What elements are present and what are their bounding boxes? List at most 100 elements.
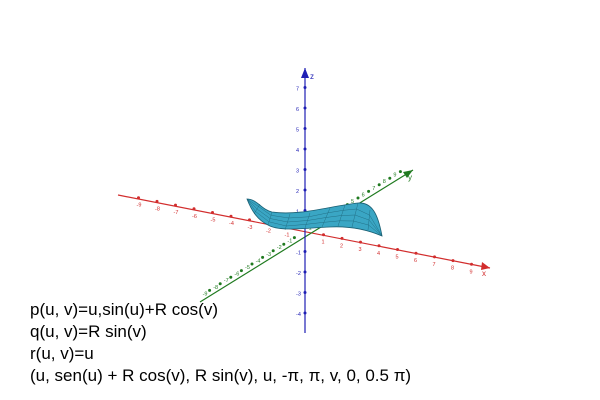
y-axis-tick-label: 8	[383, 179, 386, 185]
y-axis-tick	[388, 176, 392, 180]
z-axis-tick	[303, 311, 307, 315]
y-axis-tick-label: -1	[287, 239, 292, 245]
z-axis-tick-label: -1	[296, 251, 301, 257]
x-axis-tick-label: 3	[359, 247, 362, 253]
x-axis-tick	[340, 236, 344, 240]
z-axis-tick	[303, 147, 307, 151]
x-axis-tick-label: -2	[266, 229, 271, 235]
x-axis	[117, 194, 491, 269]
x-axis-label: x	[482, 269, 486, 278]
y-axis-tick-label: -3	[266, 252, 271, 258]
x-axis-tick	[322, 233, 325, 237]
x-axis-tick	[155, 199, 159, 203]
y-axis-tick	[250, 262, 254, 266]
y-axis-label: y	[408, 173, 412, 182]
z-axis-tick	[303, 86, 307, 89]
x-axis-tick-label: -5	[211, 218, 216, 224]
y-axis-tick	[292, 236, 296, 240]
y-axis-tick-label: 9	[393, 173, 396, 179]
y-axis-tick	[282, 242, 286, 246]
x-axis-tick	[451, 259, 455, 263]
z-axis-label: z	[310, 72, 314, 81]
x-axis-tick-label: -7	[174, 210, 179, 216]
z-axis-tick	[303, 291, 307, 294]
y-axis-tick	[218, 282, 222, 286]
x-axis-tick-label: -8	[155, 206, 160, 212]
x-axis-tick-label: 9	[470, 269, 473, 275]
y-axis-tick	[208, 288, 212, 292]
x-axis-tick-label: -1	[285, 232, 290, 238]
x-axis-tick	[229, 214, 233, 218]
equation-p: p(u, v)=u,sin(u)+R cos(v)	[30, 300, 218, 319]
y-axis-tick-label: -8	[213, 285, 218, 291]
x-axis-tick-label: 1	[322, 240, 325, 246]
y-axis-tick-label: -9	[203, 291, 208, 297]
y-axis-tick	[377, 183, 381, 187]
y-axis-tick	[229, 275, 233, 279]
x-axis-tick	[174, 203, 177, 207]
surface-mesh	[246, 198, 383, 237]
z-axis-tick	[303, 270, 307, 274]
z-axis-tick	[303, 188, 307, 192]
y-axis-tick	[356, 196, 360, 200]
y-axis-tick-label: 5	[351, 199, 354, 205]
x-axis-tick	[248, 218, 251, 222]
x-axis-tick	[414, 251, 418, 255]
y-axis-tick-label: -7	[224, 278, 229, 284]
x-axis-tick	[211, 211, 214, 214]
y-axis-tick	[271, 249, 275, 253]
surface-mesh-line	[246, 198, 383, 237]
x-axis-tick	[137, 196, 140, 200]
x-axis-tick	[433, 255, 436, 259]
y-axis-tick-label: -2	[277, 245, 282, 251]
x-axis-tick-label: 8	[451, 266, 454, 272]
x-axis-tick	[470, 262, 473, 266]
x-axis-arrow	[481, 262, 490, 270]
z-axis-tick-label: 3	[296, 169, 299, 175]
z-axis-tick-label: 5	[296, 128, 299, 134]
z-axis-arrow	[301, 68, 309, 78]
z-axis-tick-label: -3	[296, 292, 301, 298]
x-axis-tick-label: 6	[414, 258, 417, 264]
z-axis-tick-label: 2	[296, 189, 299, 195]
x-axis-tick-label: 2	[340, 243, 343, 249]
y-axis-tick-label: 6	[362, 192, 365, 198]
z-axis-tick-label: 4	[296, 148, 299, 154]
y-axis-tick-label: -5	[245, 265, 250, 271]
equation-surface-command: (u, sen(u) + R cos(v), R sin(v), u, -π, …	[30, 366, 412, 385]
y-axis-tick-label: -4	[256, 258, 261, 264]
x-axis-tick	[192, 207, 196, 211]
x-axis-tick-label: 7	[433, 262, 436, 268]
z-axis-tick	[303, 127, 307, 130]
x-axis-tick-label: 4	[377, 251, 380, 257]
x-axis-tick-label: -4	[229, 221, 234, 227]
z-axis-tick-label: 7	[296, 87, 299, 93]
surface-mesh-line	[246, 198, 383, 237]
x-axis-tick	[359, 240, 362, 244]
x-axis-tick-label: -9	[137, 203, 142, 209]
y-axis-tick-label: -6	[234, 272, 239, 278]
y-axis-tick-label: 7	[372, 186, 375, 192]
z-axis-tick	[303, 250, 307, 253]
y-axis-tick	[261, 255, 265, 259]
x-axis-tick	[396, 248, 399, 251]
equation-q: q(u, v)=R sin(v)	[30, 322, 147, 341]
z-axis-tick	[303, 106, 307, 110]
equation-r: r(u, v)=u	[30, 344, 94, 363]
surface-mesh-line	[246, 198, 383, 237]
z-axis-tick-label: -2	[296, 271, 301, 277]
parametric-surface	[246, 198, 383, 237]
x-axis-tick-label: -6	[192, 214, 197, 220]
y-axis-tick	[367, 189, 371, 193]
z-axis-tick-label: -4	[296, 312, 301, 318]
y-axis-tick	[398, 170, 402, 174]
y-axis-tick	[239, 269, 243, 273]
y-axis-arrow	[403, 170, 413, 178]
z-axis-tick-label: 6	[296, 107, 299, 113]
y-axis	[199, 169, 414, 303]
x-axis-tick-label: -3	[248, 225, 253, 231]
z-axis-tick	[303, 168, 307, 171]
x-axis-tick-label: 5	[396, 255, 399, 261]
x-axis-tick	[377, 244, 381, 248]
